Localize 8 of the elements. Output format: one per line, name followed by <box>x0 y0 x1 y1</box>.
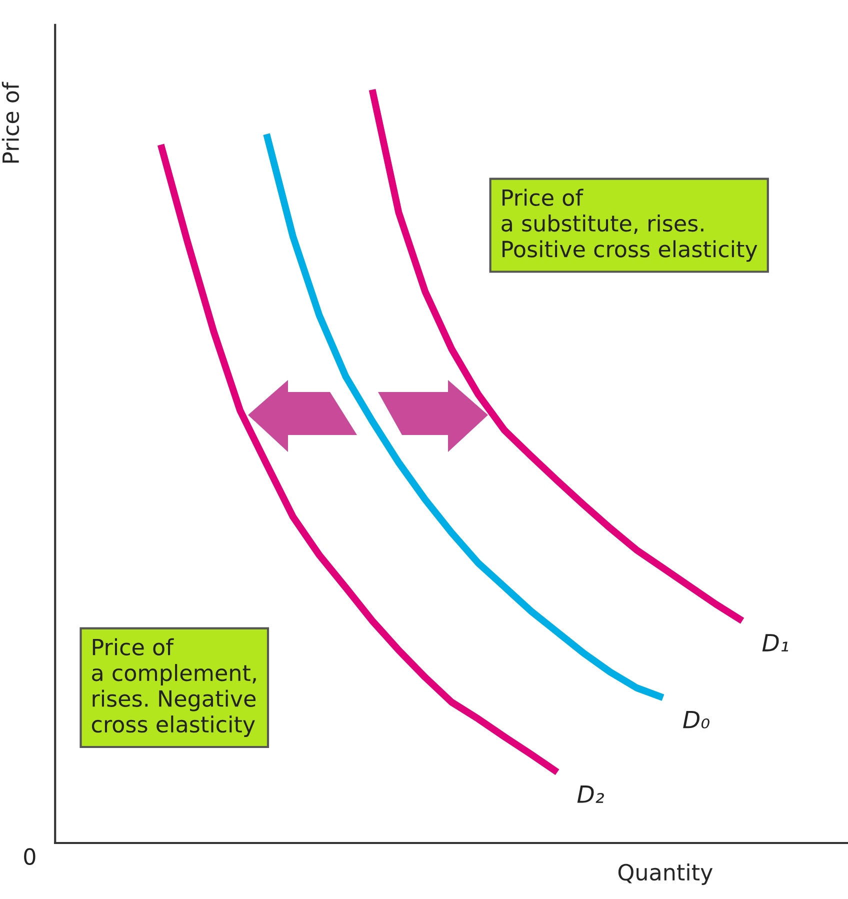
series-label: D₁ <box>762 634 788 652</box>
series-label: D₂ <box>577 786 604 803</box>
series-label: D₀ <box>683 710 710 728</box>
annotation: Price of a substitute, rises. Positive cross elasticity <box>502 188 758 262</box>
text: 0 <box>24 848 36 865</box>
x-axis-title: Quantity <box>618 863 713 885</box>
y-axis-title: Price of <box>2 82 20 163</box>
annotation: Price of a complement, rises. Negative cross elasticity <box>92 638 256 737</box>
